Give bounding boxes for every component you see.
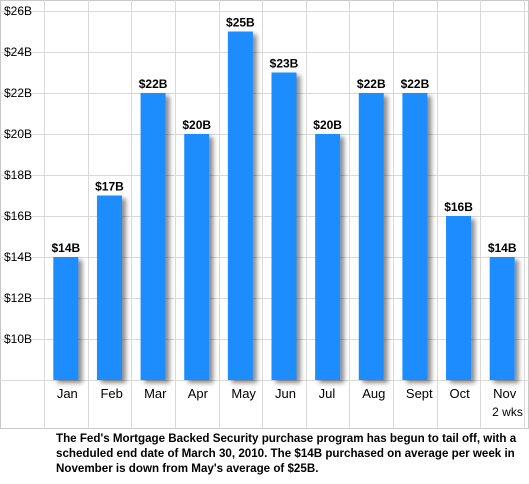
bar-apr [184, 134, 210, 380]
data-label: $23B [270, 57, 299, 71]
bar-jun [271, 72, 297, 380]
bar-chart: $10B $12B $14B $16B $18B $20B $22B $24B $26B $14B… [0, 0, 529, 429]
y-tick-label: $10B [4, 332, 32, 346]
x-tick-label: Mar [144, 386, 167, 401]
y-tick-label: $22B [4, 86, 32, 100]
data-label: $20B [182, 118, 211, 132]
y-tick-label: $12B [4, 291, 32, 305]
x-tick-label: Oct [450, 386, 471, 401]
x-tick-label: Sept [406, 386, 433, 401]
data-label: $22B [401, 77, 430, 91]
y-tick-label: $18B [4, 168, 32, 182]
y-tick-label: $16B [4, 209, 32, 223]
bar-may [227, 31, 253, 380]
chart: $10B $12B $14B $16B $18B $20B $22B $24B $26B $14B… [0, 0, 529, 429]
data-label: $25B [226, 16, 255, 30]
data-label: $22B [139, 77, 168, 91]
x-tick-label: May [231, 386, 256, 401]
data-label: $17B [95, 180, 124, 194]
data-label: $14B [488, 241, 517, 255]
y-tick-label: $14B [4, 250, 32, 264]
x-tick-label: Apr [188, 386, 209, 401]
bar-jul [315, 134, 341, 380]
x-tick-label: Nov [493, 386, 517, 401]
data-label: $16B [444, 200, 473, 214]
bar-aug [358, 93, 384, 380]
bar-jan [53, 257, 79, 380]
bar-sept [402, 93, 428, 380]
x-tick-label: Jul [319, 386, 336, 401]
x-tick-label: Feb [100, 386, 122, 401]
data-label: $20B [313, 118, 342, 132]
bar-mar [140, 93, 166, 380]
x-tick-sublabel: 2 wks [492, 405, 523, 419]
bar-nov [489, 257, 515, 380]
data-label: $22B [357, 77, 386, 91]
y-tick-label: $26B [4, 4, 32, 18]
x-tick-label: Jun [275, 386, 296, 401]
bar-feb [96, 195, 122, 380]
bar-oct [446, 216, 472, 380]
y-tick-label: $24B [4, 45, 32, 59]
data-label: $14B [51, 241, 80, 255]
chart-caption: The Fed's Mortgage Backed Security purch… [56, 432, 517, 475]
y-tick-label: $20B [4, 127, 32, 141]
x-tick-label: Aug [362, 386, 385, 401]
x-tick-label: Jan [57, 386, 78, 401]
